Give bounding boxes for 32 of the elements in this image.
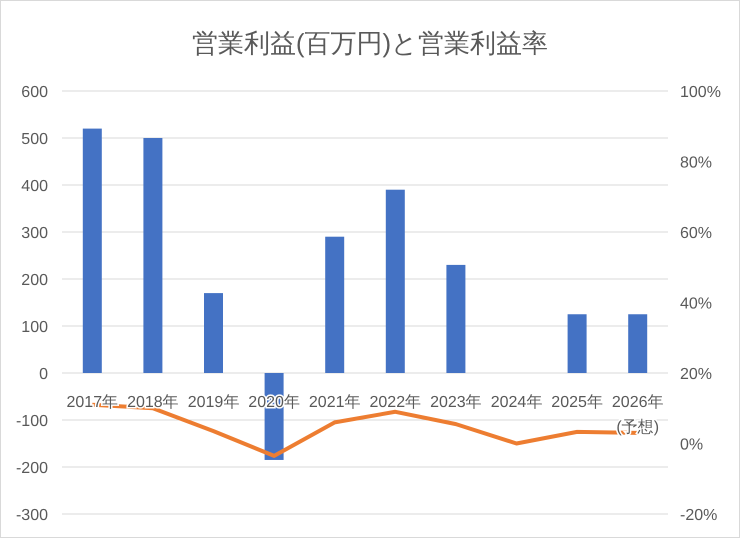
x-tick-label: 2024年 bbox=[490, 394, 542, 411]
chart-title: 営業利益(百万円)と営業利益率 bbox=[192, 28, 548, 58]
y2-tick-label: 20% bbox=[680, 366, 712, 383]
x-tick-label: 2025年 bbox=[551, 394, 603, 411]
y-tick-label: 0 bbox=[39, 366, 48, 383]
y-tick-label: 600 bbox=[21, 84, 48, 101]
y-tick-label: 300 bbox=[21, 225, 48, 242]
y-tick-label: 400 bbox=[21, 178, 48, 195]
bar bbox=[568, 314, 587, 373]
bar bbox=[325, 236, 344, 373]
y2-tick-label: 80% bbox=[680, 154, 712, 172]
bar bbox=[628, 314, 648, 373]
y2-tick-label: 40% bbox=[680, 296, 712, 312]
y-tick-label: -300 bbox=[16, 507, 48, 524]
bar bbox=[143, 138, 162, 373]
bar bbox=[204, 293, 223, 373]
bar bbox=[82, 128, 102, 373]
y-tick-label: 500 bbox=[21, 131, 48, 148]
y-tick-label: -100 bbox=[16, 413, 48, 430]
y-tick-label: 200 bbox=[21, 272, 48, 289]
x-tick-label: 2023年 bbox=[430, 394, 482, 411]
y2-tick-label: 0% bbox=[680, 436, 704, 454]
y-tick-label: 100 bbox=[21, 319, 48, 336]
x-tick-label: 2019年 bbox=[188, 394, 240, 411]
y-tick-label: -200 bbox=[16, 460, 48, 477]
x-tick-label: 2022年 bbox=[370, 394, 422, 411]
y2-tick-label: 100% bbox=[680, 84, 721, 101]
x-tick-label: 2021年 bbox=[308, 394, 360, 411]
y2-tick-label: -20% bbox=[680, 507, 718, 524]
bar bbox=[386, 190, 405, 373]
bar bbox=[446, 264, 466, 373]
y2-tick-label: 60% bbox=[680, 225, 712, 242]
